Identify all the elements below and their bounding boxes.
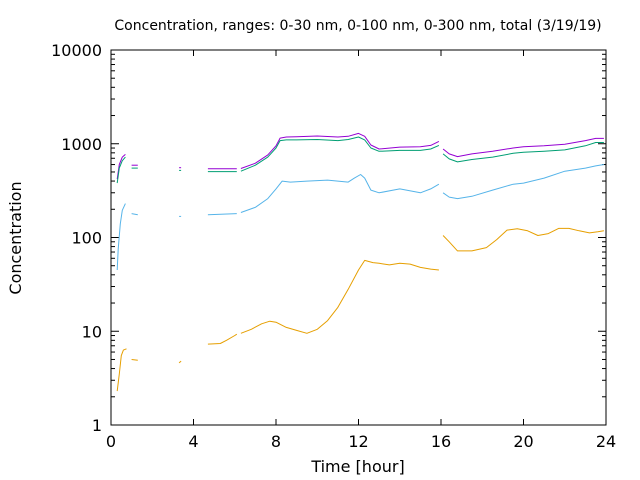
series-segment: [116, 156, 126, 184]
chart-title: Concentration, ranges: 0-30 nm, 0-100 nm…: [114, 18, 601, 34]
y-axis-title: Concentration: [6, 181, 25, 294]
series-segment: [116, 348, 127, 392]
axis-ticks: 0 4 8 12 16 20 24 1 10 100 1000 10000: [51, 41, 616, 451]
series-segment: [116, 203, 126, 271]
series-segment: [178, 360, 182, 364]
series-segment: [207, 333, 238, 345]
x-tick-label: 24: [596, 432, 616, 451]
y-tick-label: 1000: [61, 135, 102, 154]
series-segment: [442, 227, 604, 252]
x-tick-label: 12: [348, 432, 368, 451]
series-segment: [442, 137, 604, 158]
series-segment: [131, 213, 138, 216]
series-segment: [240, 132, 440, 169]
y-tick-label: 10000: [51, 41, 102, 60]
series-segment: [442, 142, 604, 163]
series-segment: [207, 213, 237, 216]
series-line: [116, 164, 604, 271]
plot-frame: [110, 49, 607, 426]
y-tick-label: 10: [82, 322, 102, 341]
series-line: [116, 136, 604, 184]
x-tick-label: 8: [271, 432, 281, 451]
series-segment: [131, 359, 138, 361]
y-tick-label: 1: [92, 416, 102, 435]
x-axis-title: Time [hour]: [310, 457, 404, 476]
series-segment: [116, 154, 126, 180]
x-tick-label: 0: [106, 432, 116, 451]
series-line: [116, 227, 604, 392]
series-segment: [442, 164, 604, 200]
x-tick-label: 20: [513, 432, 533, 451]
series-segment: [240, 259, 439, 334]
x-tick-label: 16: [431, 432, 451, 451]
series-segment: [240, 174, 440, 213]
series-line: [116, 132, 604, 180]
y-tick-label: 100: [71, 229, 102, 248]
x-tick-label: 4: [188, 432, 198, 451]
series-layer: [116, 132, 604, 392]
series-segment: [240, 136, 440, 172]
